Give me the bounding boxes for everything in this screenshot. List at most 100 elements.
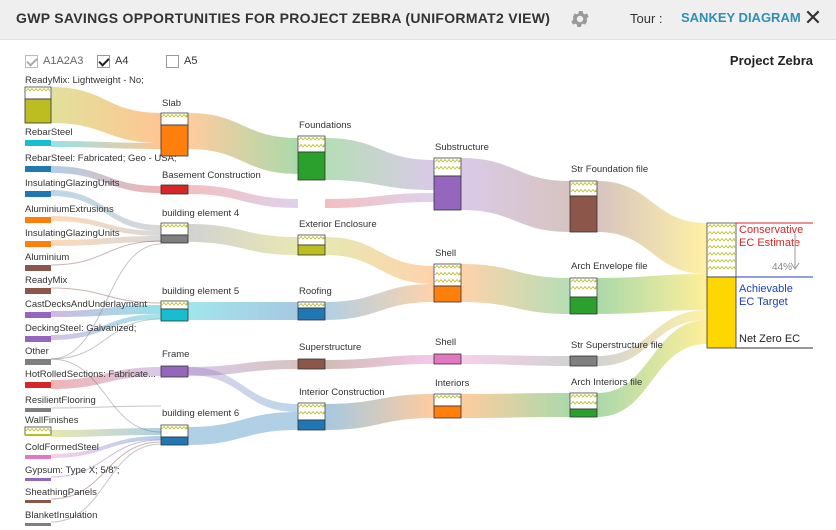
element-building-element-5[interactable]: building element 5 xyxy=(160,286,239,322)
element-building-element-6[interactable]: building element 6 xyxy=(160,408,239,446)
material-bar xyxy=(25,336,51,342)
sankey-link xyxy=(188,367,298,412)
material-insulatingglazingunits[interactable]: InsulatingGlazingUnits xyxy=(25,228,120,247)
sankey-link xyxy=(51,190,161,231)
filter-a1a2a3[interactable]: A1A2A3 xyxy=(25,53,83,69)
file-label: Arch Interiors file xyxy=(571,377,642,388)
subsystem-roofing[interactable]: Roofing xyxy=(297,286,332,321)
hatch-pattern xyxy=(25,427,51,432)
material-bar xyxy=(25,265,51,271)
element-label: building element 6 xyxy=(162,408,239,419)
subsystem-interior-construction[interactable]: Interior Construction xyxy=(297,387,385,431)
system-label: Shell xyxy=(435,248,456,259)
close-icon[interactable]: ✕ xyxy=(803,5,823,30)
subsystem-label: Interior Construction xyxy=(299,387,385,398)
sankey-link xyxy=(51,367,161,389)
file-bar xyxy=(569,355,598,367)
material-label: Aluminium xyxy=(25,252,69,263)
material-label: RebarSteel xyxy=(25,127,73,138)
material-castdecksandunderlayment[interactable]: CastDecksAndUnderlayment xyxy=(25,299,147,318)
sankey-link xyxy=(50,405,162,409)
sankey-link xyxy=(597,181,707,274)
element-basement-construction[interactable]: Basement Construction xyxy=(160,170,261,195)
material-aluminiumextrusions[interactable]: AluminiumExtrusions xyxy=(25,204,114,223)
subsystem-superstructure[interactable]: Superstructure xyxy=(297,342,361,370)
element-label: Basement Construction xyxy=(162,170,261,181)
system-bar xyxy=(433,405,462,419)
file-arch-envelope-file[interactable]: Arch Envelope file xyxy=(569,261,648,315)
file-str-superstructure-file[interactable]: Str Superstructure file xyxy=(569,340,663,367)
material-bar xyxy=(25,312,51,318)
file-bar xyxy=(569,296,598,315)
system-bar xyxy=(433,285,462,303)
element-building-element-4[interactable]: building element 4 xyxy=(160,208,239,244)
net-zero-bar xyxy=(706,276,737,349)
tour-label: Tour : xyxy=(630,11,663,26)
system-shell[interactable]: Shell xyxy=(433,248,462,303)
element-slab[interactable]: Slab xyxy=(160,98,189,157)
material-label: RebarSteel: Fabricated; Geo - USA; xyxy=(25,153,177,164)
system-substructure[interactable]: Substructure xyxy=(433,142,489,211)
material-readymix[interactable]: ReadyMix xyxy=(25,275,67,294)
element-label: Frame xyxy=(162,349,189,360)
material-blanketinsulation[interactable]: BlanketInsulation xyxy=(25,510,97,526)
material-rebarsteel-fabricated-geo-usa[interactable]: RebarSteel: Fabricated; Geo - USA; xyxy=(25,153,177,172)
system-shell[interactable]: Shell xyxy=(433,337,462,365)
system-interiors[interactable]: Interiors xyxy=(433,378,470,419)
sankey-link xyxy=(51,236,161,246)
material-hotrolledsections-fabricate[interactable]: HotRolledSections: Fabricate... xyxy=(25,369,156,388)
subsystem-exterior-enclosure[interactable]: Exterior Enclosure xyxy=(297,219,377,256)
material-readymix-lightweight-no[interactable]: ReadyMix: Lightweight - No; xyxy=(24,75,144,124)
subsystem-label: Foundations xyxy=(299,120,352,131)
element-bar xyxy=(160,184,189,195)
material-bar xyxy=(25,500,51,503)
material-label: InsulatingGlazingUnits xyxy=(25,178,120,189)
material-sheathingpanels[interactable]: SheathingPanels xyxy=(25,487,97,503)
material-resilientflooring[interactable]: ResilientFlooring xyxy=(25,395,96,412)
filter-a4-label: A4 xyxy=(115,55,129,67)
gear-icon[interactable] xyxy=(569,8,591,30)
sankey-link xyxy=(325,237,434,284)
material-bar xyxy=(25,191,51,197)
project-name: Project Zebra xyxy=(729,53,813,68)
material-bar xyxy=(25,140,51,146)
hatch-pattern xyxy=(434,158,461,170)
checkbox-icon[interactable] xyxy=(97,54,110,68)
sankey-link xyxy=(325,284,434,320)
arrow-down-icon xyxy=(790,234,800,270)
hatch-pattern xyxy=(570,181,597,193)
file-str-foundation-file[interactable]: Str Foundation file xyxy=(569,164,648,233)
material-aluminium[interactable]: Aluminium xyxy=(25,252,69,271)
subsystem-foundations[interactable]: Foundations xyxy=(297,120,352,181)
material-label: CastDecksAndUnderlayment xyxy=(25,299,147,310)
file-bar xyxy=(569,195,598,233)
material-bar xyxy=(25,478,51,481)
material-insulatingglazingunits[interactable]: InsulatingGlazingUnits xyxy=(25,178,120,197)
savings-percent: 44% xyxy=(772,262,792,273)
material-rebarsteel[interactable]: RebarSteel xyxy=(25,127,73,146)
material-gypsum-type-x-5-8[interactable]: Gypsum: Type X; 5/8"; xyxy=(25,465,120,481)
material-coldformedsteel[interactable]: ColdFormedSteel xyxy=(25,442,99,459)
material-other[interactable]: Other xyxy=(25,346,51,365)
material-label: HotRolledSections: Fabricate... xyxy=(25,369,156,380)
element-frame[interactable]: Frame xyxy=(160,349,189,378)
sankey-link xyxy=(188,412,298,445)
filter-a5[interactable]: A5 xyxy=(166,53,197,69)
material-label: Other xyxy=(25,346,49,357)
filter-a4[interactable]: A4 xyxy=(97,53,128,69)
hatch-pattern xyxy=(298,235,325,240)
subsystem-label: Roofing xyxy=(299,286,332,297)
system-label: Interiors xyxy=(435,378,470,389)
material-bar xyxy=(25,241,51,247)
checkbox-icon[interactable] xyxy=(166,54,179,68)
material-bar xyxy=(25,408,51,412)
material-wallfinishes[interactable]: WallFinishes xyxy=(24,415,79,436)
element-bar xyxy=(160,308,189,322)
sankey-link xyxy=(597,320,707,417)
ec-summary-bar[interactable]: Conservative EC Estimate Achievable EC Targ… xyxy=(706,222,813,349)
material-deckingsteel-galvanized[interactable]: DeckingSteel: Galvanized; xyxy=(25,323,136,342)
file-arch-interiors-file[interactable]: Arch Interiors file xyxy=(569,377,642,418)
hatch-pattern xyxy=(161,301,188,306)
tour-sankey-link[interactable]: SANKEY DIAGRAM xyxy=(681,10,801,25)
checkbox-icon[interactable] xyxy=(25,54,38,68)
